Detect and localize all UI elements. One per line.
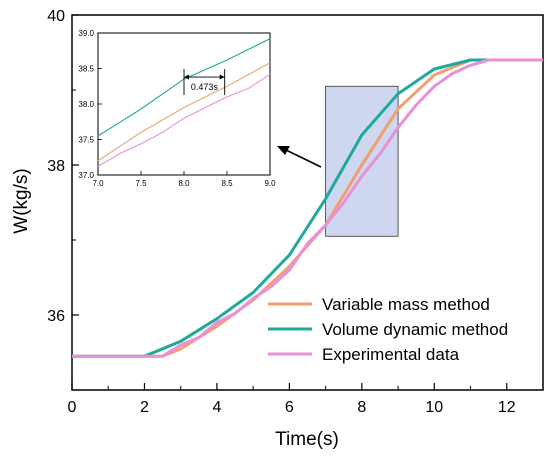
legend: Variable mass method Volume dynamic metho… xyxy=(268,295,508,364)
x-axis-title: Time(s) xyxy=(275,429,339,450)
zoom-arrow-shaft xyxy=(285,149,322,168)
inset-plot-frame xyxy=(97,32,271,176)
annotation-label: 0.473s xyxy=(191,82,219,92)
inset-series-line-3 xyxy=(97,73,271,167)
inset-y-tick-label: 37.5 xyxy=(78,136,94,145)
y-axis-title: W(kg/s) xyxy=(11,168,32,233)
inset-annotation: 0.473s xyxy=(183,69,226,96)
legend-label-3: Experimental data xyxy=(322,345,460,364)
inset-x-ticks: 7.0 7.5 8.0 8.5 9.0 xyxy=(92,171,276,188)
inset-x-tick-label: 9.0 xyxy=(264,179,276,188)
inset-y-tick-label: 39.0 xyxy=(78,29,94,38)
y-tick-label: 36 xyxy=(47,308,65,325)
x-tick-label: 4 xyxy=(212,399,221,416)
inset-x-tick-label: 7.5 xyxy=(135,179,147,188)
x-tick-label: 6 xyxy=(285,399,294,416)
inset-x-tick-label: 8.0 xyxy=(178,179,190,188)
series-line-3 xyxy=(72,58,543,358)
annotation-right-arrowhead xyxy=(219,74,225,80)
legend-label-2: Volume dynamic method xyxy=(322,320,508,339)
y-tick-label: 40 xyxy=(47,8,65,25)
main-x-ticks: 0 2 4 6 8 10 12 xyxy=(68,383,516,416)
inset-y-tick-label: 38.0 xyxy=(78,100,94,109)
annotation-left-arrowhead xyxy=(184,74,189,80)
inset-chart: 7.0 7.5 8.0 8.5 9.0 37.0 37.5 38.0 38.5 39.0 0.4… xyxy=(78,29,276,188)
inset-series-line-1 xyxy=(97,62,271,162)
zoom-arrow-head xyxy=(277,146,290,155)
main-chart: 0 2 4 6 8 10 12 36 38 40 Time(s) W(kg/s) Variabl… xyxy=(11,8,544,450)
legend-label-1: Variable mass method xyxy=(322,295,490,314)
inset-x-tick-label: 8.5 xyxy=(221,179,233,188)
x-tick-label: 2 xyxy=(140,399,149,416)
x-tick-label: 12 xyxy=(498,399,516,416)
y-tick-label: 38 xyxy=(47,158,65,175)
zoom-arrow xyxy=(277,146,322,168)
inset-y-tick-label: 37.0 xyxy=(78,171,94,180)
inset-y-ticks: 37.0 37.5 38.0 38.5 39.0 xyxy=(78,29,102,180)
x-tick-label: 0 xyxy=(68,399,77,416)
inset-x-tick-label: 7.0 xyxy=(92,179,104,188)
x-tick-label: 8 xyxy=(357,399,366,416)
main-y-ticks: 36 38 40 xyxy=(47,8,79,391)
inset-y-tick-label: 38.5 xyxy=(78,65,94,74)
series-line-2 xyxy=(72,58,543,358)
x-tick-label: 10 xyxy=(425,399,443,416)
main-plot-frame xyxy=(71,14,544,391)
main-series-lines xyxy=(72,58,543,358)
